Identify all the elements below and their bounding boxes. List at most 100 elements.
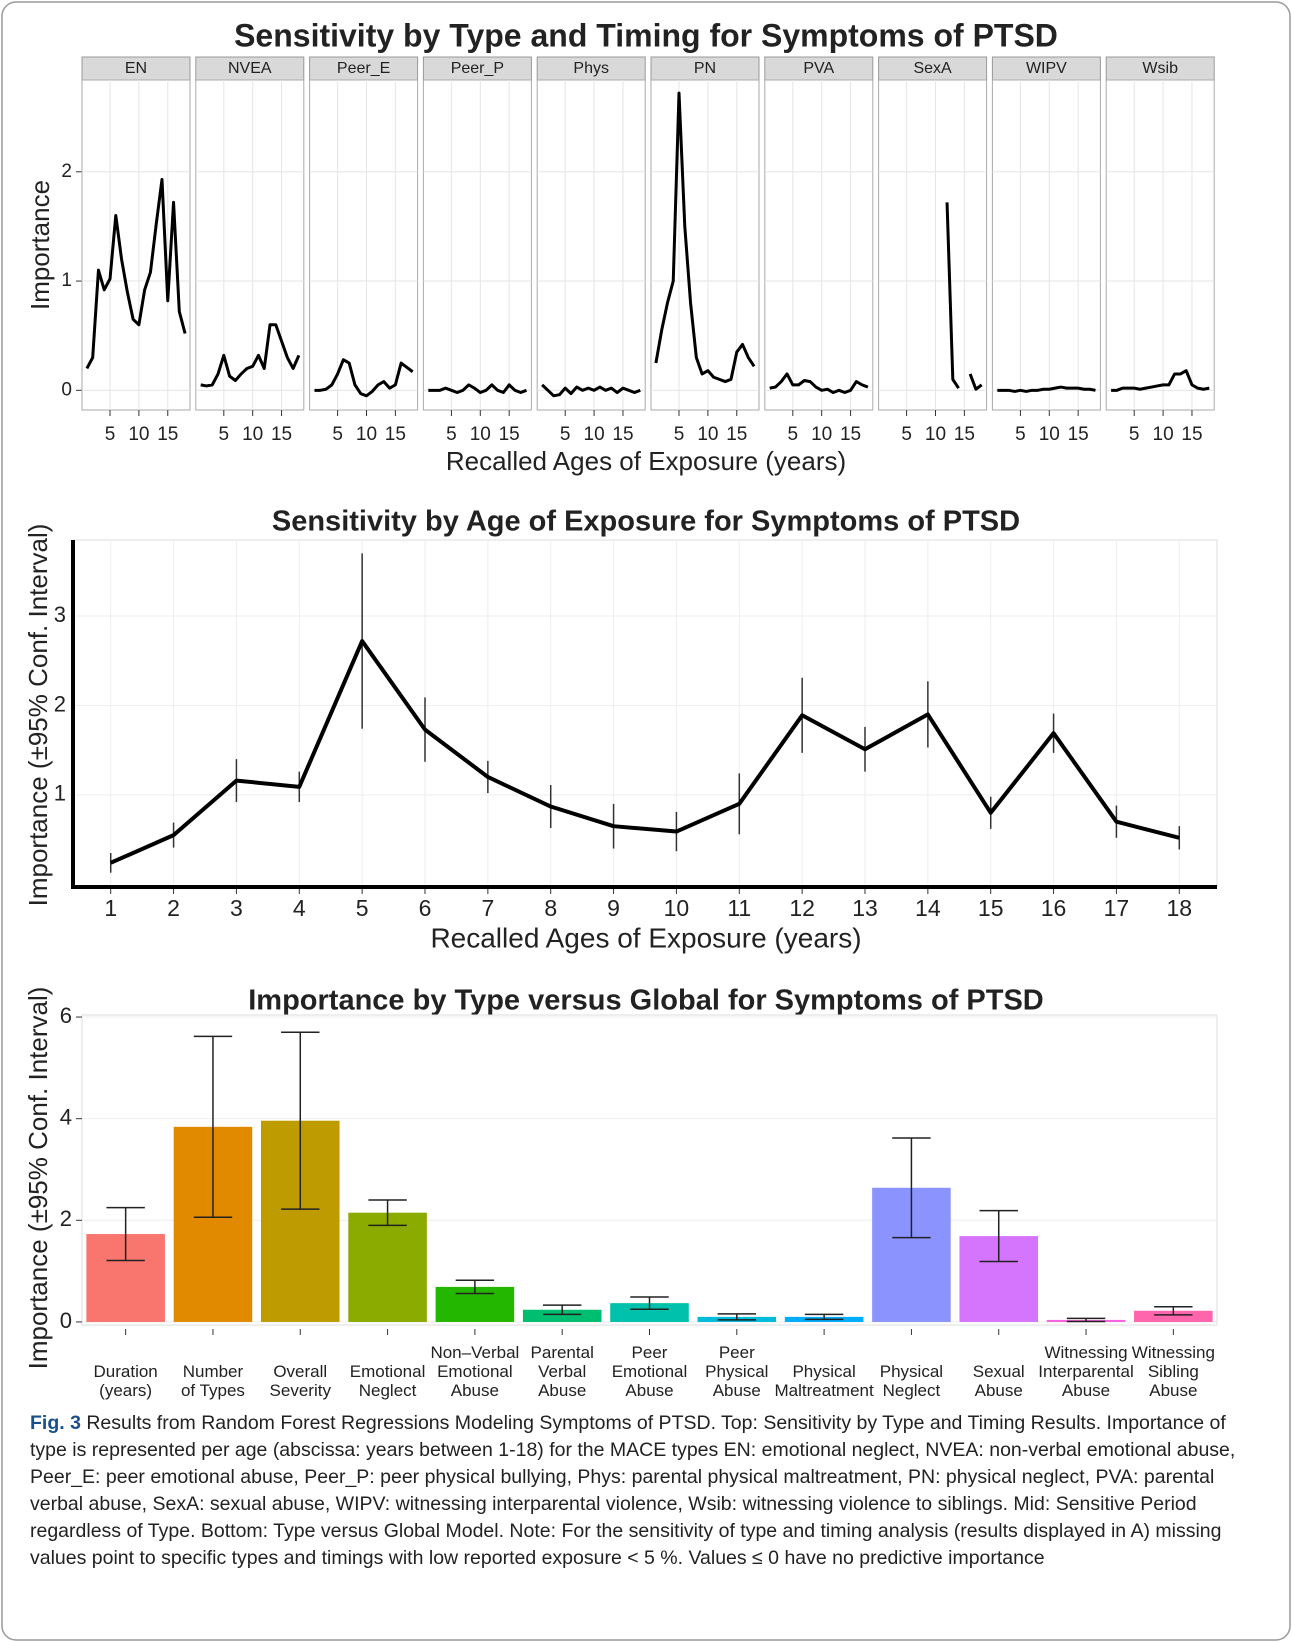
strip-label: SexA <box>913 60 952 77</box>
x-tick-label: 10 <box>128 424 149 445</box>
error-bar <box>804 1313 844 1321</box>
caption-text: Results from Random Forest Regressions M… <box>30 1412 1236 1569</box>
caption: Fig. 3 Results from Random Forest Regres… <box>30 1410 1262 1572</box>
caption-label: Fig. 3 <box>30 1412 81 1434</box>
x-tick-label: 5 <box>332 424 343 445</box>
error-bar <box>979 1209 1018 1263</box>
panel <box>422 79 532 411</box>
strip-label: Peer_P <box>451 60 504 77</box>
x-tick-label: 10 <box>1153 424 1174 445</box>
panel <box>81 79 191 411</box>
x-tick-label: 13 <box>852 895 878 921</box>
x-tick-label: 18 <box>1166 895 1192 921</box>
x-tick-label: Emotional Neglect <box>349 1362 426 1400</box>
x-tick-label: 15 <box>385 424 406 445</box>
panel <box>764 79 874 411</box>
chart-title: Sensitivity by Age of Exposure for Sympt… <box>272 506 1020 538</box>
y-tick-label: 3 <box>54 602 66 627</box>
panel <box>309 79 419 411</box>
y-axis-label: Importance (±95% Conf. Interval) <box>23 987 53 1370</box>
x-tick-label: 5 <box>446 424 457 445</box>
error-bar <box>717 1313 757 1321</box>
error-bar <box>1154 1305 1193 1316</box>
bar <box>522 1309 602 1322</box>
error-bar <box>1066 1317 1106 1323</box>
x-tick-label: 15 <box>157 424 178 445</box>
x-tick-label: 14 <box>915 895 941 921</box>
strip-label: Wsib <box>1142 60 1178 77</box>
line <box>1111 369 1210 392</box>
x-tick-label: 5 <box>1129 424 1140 445</box>
x-tick-label: 15 <box>840 424 861 445</box>
line <box>428 383 528 395</box>
x-axis-label: Recalled Ages of Exposure (years) <box>446 446 846 476</box>
x-tick-label: 4 <box>293 895 306 921</box>
error-bar <box>630 1296 669 1310</box>
panel <box>536 79 646 411</box>
error-bar <box>281 1031 320 1210</box>
x-tick-label: 15 <box>499 424 520 445</box>
x-tick-label: 10 <box>925 424 946 445</box>
x-tick-label: 15 <box>726 424 747 445</box>
strip-label: Peer_E <box>337 60 390 77</box>
x-tick-label: 6 <box>419 895 432 921</box>
x-tick-label: 10 <box>242 424 263 445</box>
y-tick-label: 4 <box>60 1104 72 1129</box>
error-bar <box>455 1279 495 1295</box>
x-tick-label: Peer Physical Abuse <box>705 1343 769 1400</box>
x-tick-label: 15 <box>612 424 633 445</box>
x-tick-label: Sexual Abuse <box>972 1362 1025 1400</box>
x-tick-label: 2 <box>167 895 180 921</box>
x-tick-label: Duration (years) <box>93 1362 158 1400</box>
x-tick-label: Physical Maltreatment <box>774 1362 874 1400</box>
x-tick-label: 10 <box>470 424 491 445</box>
strip-label: NVEA <box>228 60 272 77</box>
x-tick-label: 10 <box>811 424 832 445</box>
y-tick-label: 2 <box>60 1206 72 1231</box>
x-tick-label: 15 <box>1068 424 1089 445</box>
line <box>541 383 641 398</box>
x-tick-label: Overall Severity <box>269 1362 331 1400</box>
y-axis-label: Importance <box>25 180 55 310</box>
panel <box>1105 79 1215 411</box>
strip-label: Phys <box>573 60 609 77</box>
x-tick-label: Non–Verbal Emotional Abuse <box>430 1343 520 1400</box>
panel <box>650 79 760 411</box>
x-tick-label: 9 <box>607 895 620 921</box>
chart-title: Sensitivity by Type and Timing for Sympt… <box>234 17 1058 53</box>
x-tick-label: 15 <box>954 424 975 445</box>
y-tick-label: 2 <box>61 161 72 182</box>
panel <box>878 79 988 411</box>
x-tick-label: 5 <box>219 424 230 445</box>
y-axis-label: Importance (±95% Conf. Interval) <box>23 524 53 907</box>
error-bar <box>368 1199 407 1227</box>
x-tick-label: 1 <box>104 895 117 921</box>
x-tick-label: 7 <box>481 895 494 921</box>
x-tick-label: 5 <box>356 895 369 921</box>
line <box>314 358 414 398</box>
line <box>654 91 756 384</box>
x-tick-label: 5 <box>105 424 116 445</box>
x-tick-label: 12 <box>789 895 815 921</box>
y-tick-label: 0 <box>60 1308 72 1333</box>
y-tick-label: 1 <box>54 781 66 806</box>
bar <box>1134 1310 1213 1322</box>
y-tick-label: 1 <box>61 270 72 291</box>
line <box>109 639 1180 865</box>
x-tick-label: 10 <box>584 424 605 445</box>
x-tick-label: Number of Types <box>180 1362 245 1400</box>
x-tick-label: 10 <box>356 424 377 445</box>
y-tick-label: 2 <box>54 691 66 716</box>
x-tick-label: 10 <box>664 895 690 921</box>
x-tick-label: Parental Verbal Abuse <box>530 1343 594 1400</box>
x-tick-label: 15 <box>271 424 292 445</box>
x-tick-label: 15 <box>1181 424 1202 445</box>
x-tick-label: 15 <box>978 895 1004 921</box>
y-tick-label: 6 <box>60 1003 72 1028</box>
line <box>85 177 187 370</box>
x-tick-label: Witnessing Sibling Abuse <box>1131 1343 1215 1400</box>
x-tick-label: 10 <box>1039 424 1060 445</box>
